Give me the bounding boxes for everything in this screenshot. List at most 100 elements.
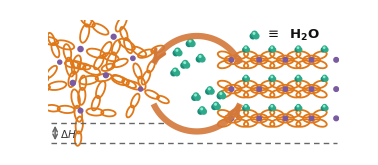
Circle shape	[184, 63, 190, 68]
Circle shape	[324, 106, 328, 110]
Circle shape	[245, 47, 246, 48]
Circle shape	[58, 60, 62, 64]
Circle shape	[245, 77, 249, 81]
Circle shape	[104, 73, 108, 78]
Circle shape	[200, 107, 205, 112]
Circle shape	[271, 106, 273, 107]
Circle shape	[269, 106, 273, 110]
Circle shape	[243, 48, 247, 52]
Circle shape	[297, 106, 302, 110]
Circle shape	[324, 48, 328, 52]
Circle shape	[220, 93, 222, 94]
Circle shape	[78, 47, 83, 52]
Circle shape	[271, 47, 273, 48]
Circle shape	[189, 41, 195, 47]
Circle shape	[195, 95, 200, 100]
Circle shape	[175, 48, 180, 54]
Circle shape	[174, 70, 175, 71]
Circle shape	[201, 109, 206, 114]
Circle shape	[174, 70, 180, 76]
Circle shape	[194, 93, 199, 98]
Circle shape	[172, 68, 178, 74]
Circle shape	[283, 58, 288, 62]
Circle shape	[229, 116, 234, 121]
Circle shape	[177, 50, 182, 56]
Circle shape	[215, 104, 216, 105]
Circle shape	[214, 102, 218, 107]
Circle shape	[243, 106, 247, 110]
Circle shape	[297, 47, 299, 48]
Circle shape	[309, 116, 314, 121]
Circle shape	[254, 33, 259, 39]
Circle shape	[244, 46, 248, 50]
Circle shape	[295, 48, 299, 52]
Circle shape	[295, 77, 299, 81]
Circle shape	[322, 75, 327, 79]
Text: $\equiv$  $\bf{H_2O}$: $\equiv$ $\bf{H_2O}$	[265, 28, 320, 43]
Circle shape	[270, 105, 274, 109]
Circle shape	[176, 50, 178, 51]
Circle shape	[131, 56, 135, 60]
Circle shape	[78, 108, 83, 113]
Circle shape	[198, 109, 203, 114]
Circle shape	[207, 87, 212, 92]
Circle shape	[271, 106, 276, 110]
Circle shape	[250, 33, 256, 39]
Circle shape	[245, 76, 246, 78]
Circle shape	[324, 47, 325, 48]
Circle shape	[309, 58, 314, 62]
Circle shape	[186, 41, 192, 47]
Circle shape	[195, 94, 196, 96]
Circle shape	[229, 87, 234, 91]
Circle shape	[209, 88, 210, 90]
Circle shape	[269, 48, 273, 52]
Circle shape	[321, 106, 325, 110]
Circle shape	[296, 75, 301, 79]
Circle shape	[297, 77, 302, 81]
Circle shape	[189, 40, 191, 42]
Circle shape	[139, 87, 143, 91]
Circle shape	[334, 116, 338, 121]
Circle shape	[220, 94, 226, 99]
Circle shape	[188, 39, 193, 44]
Circle shape	[270, 75, 274, 79]
Circle shape	[181, 63, 186, 68]
Circle shape	[217, 94, 223, 99]
Circle shape	[334, 87, 338, 91]
Circle shape	[295, 106, 299, 110]
Circle shape	[296, 105, 301, 109]
Circle shape	[206, 89, 211, 94]
Circle shape	[192, 95, 197, 100]
Circle shape	[212, 104, 217, 110]
Circle shape	[245, 48, 249, 52]
Circle shape	[269, 77, 273, 81]
Circle shape	[229, 58, 234, 62]
Circle shape	[252, 31, 257, 37]
Circle shape	[244, 105, 248, 109]
Circle shape	[297, 106, 299, 107]
Circle shape	[111, 34, 116, 39]
Circle shape	[283, 87, 288, 91]
Circle shape	[244, 75, 248, 79]
Circle shape	[219, 91, 224, 97]
Circle shape	[173, 50, 179, 56]
Circle shape	[271, 77, 276, 81]
Circle shape	[296, 46, 301, 50]
Circle shape	[283, 116, 288, 121]
Circle shape	[309, 87, 314, 91]
Circle shape	[215, 104, 220, 110]
Circle shape	[322, 46, 327, 50]
Circle shape	[257, 58, 262, 62]
Circle shape	[324, 77, 328, 81]
Circle shape	[245, 106, 249, 110]
Circle shape	[183, 61, 188, 66]
Circle shape	[198, 54, 203, 60]
Circle shape	[270, 46, 274, 50]
Circle shape	[334, 58, 338, 62]
Circle shape	[271, 76, 273, 78]
Text: $\Delta H$: $\Delta H$	[60, 128, 76, 140]
Circle shape	[200, 56, 205, 62]
Circle shape	[324, 106, 325, 107]
Circle shape	[257, 116, 262, 121]
Circle shape	[171, 70, 176, 76]
